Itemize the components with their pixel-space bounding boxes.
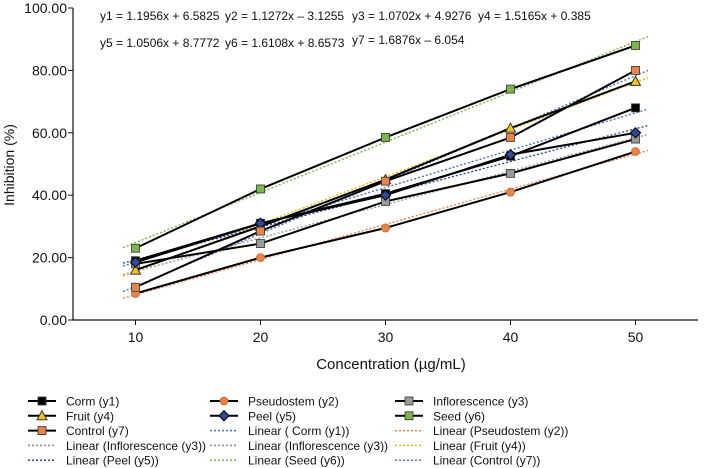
legend-marker [37,396,47,406]
data-point-5-3 [506,84,515,94]
series-lines [135,44,636,295]
legend-label: Pseudostem (y2) [248,395,339,409]
legend-marker [218,409,230,422]
legend-label: Control (y7) [66,424,129,438]
y-tick-label: 0.00 [40,312,67,328]
legend-marker [219,396,229,406]
series-line-1 [135,150,636,295]
legend: Corm (y1) Pseudostem (y2) Inflorescence (y… [28,395,568,468]
y-tick-label: 80.00 [32,62,67,78]
data-point-5-0 [131,243,140,253]
equation-label: y7 = 1.6876x – 6.054 [352,33,465,47]
equation-label: y2 = 1.1272x – 3.1255 [225,9,344,23]
x-tick-label: 40 [503,329,519,345]
data-point-3-0 [129,264,142,275]
data-point-1-2 [381,223,390,233]
data-point-6-1 [256,226,265,236]
legend-label: Seed (y6) [433,409,485,423]
legend-marker [404,411,414,421]
data-point-5-4 [631,41,640,50]
data-point-6-4 [631,66,640,75]
x-tick-label: 30 [378,329,394,345]
legend-label: Linear (Pseudostem (y2)) [433,424,568,438]
y-tick-label: 40.00 [32,187,67,203]
legend-label: Linear (Control (y7)) [433,454,540,468]
trendline-4 [122,124,649,264]
data-point-2-3 [506,168,515,178]
y-tick-label: 20.00 [32,250,67,266]
data-point-3-4 [629,75,642,86]
data-point-4-3 [504,148,517,161]
data-point-1-4 [631,147,640,156]
data-point-6-3 [506,133,515,142]
trendline-0 [122,108,649,267]
x-tick-label: 50 [628,329,644,345]
trendlines [122,36,649,299]
data-point-3-3 [504,122,517,133]
data-point-1-1 [256,253,265,263]
equation-label: y4 = 1.5165x + 0.385 [478,9,591,23]
legend-marker [37,426,47,436]
data-point-6-0 [131,282,140,292]
legend-label: Corm (y1) [66,395,119,409]
equation-label: y6 = 1.6108x + 8.6573 [225,36,345,50]
x-axis-label: Concentration (µg/mL) [316,356,466,373]
x-tick-label: 20 [253,329,269,345]
data-point-4-0 [129,256,142,269]
y-axis-label: Inhibition (%) [1,124,17,206]
equation-label: y3 = 1.0702x + 4.9276 [352,9,472,23]
legend-marker [36,409,48,421]
legend-label: Fruit (y4) [66,409,114,423]
legend-label: Linear (Seed (y6)) [248,454,345,468]
data-point-4-2 [379,189,392,202]
legend-label: Linear ( Corm (y1)) [248,424,349,438]
data-point-0-4 [631,103,640,113]
data-point-2-1 [256,239,265,248]
equation-label: y1 = 1.1956x + 6.5825 [100,9,220,23]
x-tick-label: 10 [128,329,144,345]
data-point-1-3 [506,187,515,197]
data-point-5-2 [381,133,390,142]
legend-label: Linear (Inflorescence (y3)) [66,439,206,453]
data-point-6-2 [381,176,390,186]
legend-label: Linear (Fruit (y4)) [433,439,526,453]
legend-label: Linear (Inflorescence (y3)) [248,439,388,453]
legend-label: Peel (y5) [248,409,296,423]
y-tick-label: 100.00 [24,0,67,16]
data-point-5-1 [256,184,265,194]
legend-label: Linear (Peel (y5)) [66,454,159,468]
legend-marker [404,396,414,406]
legend-label: Inflorescence (y3) [433,395,528,409]
y-tick-label: 60.00 [32,125,67,141]
axes: 0.00 20.00 40.00 60.00 80.00 100.00 10 20 30 40 50 [24,0,698,345]
equation-label: y5 = 1.0506x + 8.7772 [100,36,220,50]
data-point-4-4 [629,126,642,139]
regression-equations: y1 = 1.1956x + 6.5825 y2 = 1.1272x – 3.12… [100,9,591,50]
trendline-2 [122,133,649,276]
series-markers [129,41,642,298]
